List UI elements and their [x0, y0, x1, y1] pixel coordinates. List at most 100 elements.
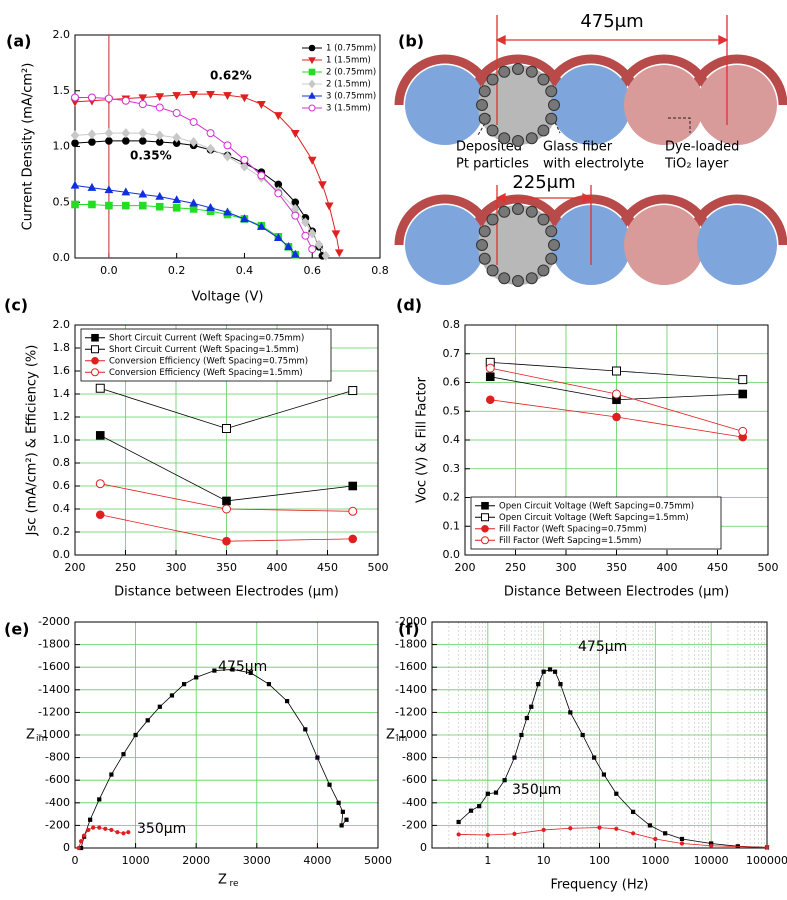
marker — [95, 431, 105, 440]
pt-particle — [498, 272, 511, 285]
pt-particle — [478, 225, 491, 238]
y-tick-label: 0.6 — [53, 479, 71, 492]
x-tick-label: 4000 — [303, 854, 331, 867]
legend-marker — [481, 501, 489, 510]
marker — [493, 790, 499, 795]
marker — [340, 809, 345, 814]
marker — [222, 424, 231, 433]
marker — [155, 93, 165, 102]
legend-label: Conversion Efficiency (Weft Spacing=0.75… — [109, 356, 308, 366]
diagram-label: Pt particles — [456, 157, 529, 172]
marker — [273, 112, 283, 121]
marker — [290, 130, 300, 138]
marker — [212, 668, 217, 673]
x-tick-label: 200 — [65, 561, 86, 574]
marker — [318, 181, 327, 190]
marker — [248, 670, 253, 675]
marker — [266, 682, 272, 687]
legend-marker — [308, 44, 316, 52]
marker — [206, 129, 215, 138]
chart-panel: (c) 200 250 300 350 400 450 500 0.0 0.2 0.4 0.6 0.8 1… — [4, 296, 389, 600]
marker — [240, 94, 249, 103]
y-tick-label: 0.4 — [443, 433, 461, 446]
marker — [709, 843, 714, 848]
marker — [552, 669, 558, 674]
x-tick-label: 250 — [115, 561, 136, 574]
marker — [103, 826, 108, 831]
marker — [679, 841, 685, 846]
y-tick-label: 0 — [420, 841, 427, 854]
y-tick-label: -1000 — [395, 728, 427, 741]
marker — [524, 715, 529, 721]
marker — [631, 809, 636, 814]
legend-label: 1 (1.5mm) — [326, 56, 371, 66]
arrowheads — [495, 192, 593, 204]
marker — [314, 239, 324, 250]
x-axis-title-sub: re — [230, 879, 240, 889]
leader — [668, 117, 691, 133]
pt-particle — [512, 275, 524, 287]
pt-particle — [525, 272, 538, 285]
dimension-lines — [495, 15, 729, 265]
curve-label: 475μm — [578, 639, 627, 655]
y-axis-title-sub: im — [396, 734, 407, 744]
marker — [105, 201, 113, 210]
y-tick-label: 0.4 — [53, 502, 71, 515]
marker — [327, 782, 332, 787]
marker — [273, 233, 283, 242]
y-tick-label: -1800 — [38, 638, 70, 651]
legend-marker — [91, 333, 99, 342]
pt-particle — [498, 132, 511, 145]
marker — [87, 93, 96, 102]
y-axis-title: Voc (V) & Fill Factor — [415, 376, 430, 503]
legend-box — [470, 496, 722, 550]
marker — [155, 202, 164, 211]
legend-marker — [91, 356, 99, 365]
marker — [307, 156, 317, 165]
annotation: 0.62% — [210, 69, 252, 83]
marker — [591, 755, 597, 760]
chart-panel: (a) 0.0 0.2 0.4 0.6 0.8 0.0 0.5 1.0 1.5 2.0 Voltage… — [6, 28, 389, 305]
legend-label: 3 (0.75mm) — [326, 92, 376, 102]
legend-marker — [481, 513, 489, 522]
y-tick-label: 0.2 — [53, 525, 71, 538]
y-tick-label: 0.5 — [443, 404, 461, 417]
y-axis-title: Z — [26, 728, 35, 743]
marker — [97, 825, 102, 830]
curve-label: 475μm — [218, 659, 267, 675]
marker — [663, 831, 668, 836]
pt-particle — [476, 239, 488, 251]
pt-particle — [545, 112, 558, 125]
marker — [87, 129, 97, 140]
marker — [71, 139, 79, 147]
panel-label: (a) — [6, 32, 31, 51]
legend-label: Open Circuit Voltage (Weft Sapcing=0.75m… — [499, 501, 694, 511]
marker — [303, 727, 308, 732]
marker — [95, 383, 105, 393]
y-tick-label: 0.8 — [53, 456, 71, 469]
y-tick-label: 0.3 — [443, 462, 461, 475]
y-tick-label: 0.7 — [443, 347, 461, 360]
pt-particle — [486, 264, 499, 277]
marker — [70, 180, 80, 189]
marker — [172, 92, 182, 101]
legend-label: Short Circuit Current (Weft Spacing=0.75… — [109, 333, 304, 343]
marker — [284, 242, 293, 250]
y-tick-label: 0 — [63, 841, 70, 854]
y-tick-label: 0.0 — [443, 548, 461, 561]
pt-particle — [545, 225, 558, 238]
arrowheads — [495, 34, 729, 46]
y-tick-label: -200 — [45, 818, 70, 831]
marker — [274, 189, 283, 198]
marker — [78, 839, 84, 844]
x-tick-label: 300 — [556, 561, 577, 574]
marker — [485, 372, 495, 382]
marker — [115, 830, 120, 835]
panel-label: (b) — [398, 32, 424, 51]
legend-label: Fill Factor (Weft Sapcing=1.5mm) — [499, 536, 641, 546]
marker — [541, 669, 546, 674]
x-tick-label: 1000 — [122, 854, 150, 867]
marker — [109, 772, 114, 777]
legend-label: 3 (1.5mm) — [326, 104, 371, 114]
marker — [104, 185, 114, 194]
